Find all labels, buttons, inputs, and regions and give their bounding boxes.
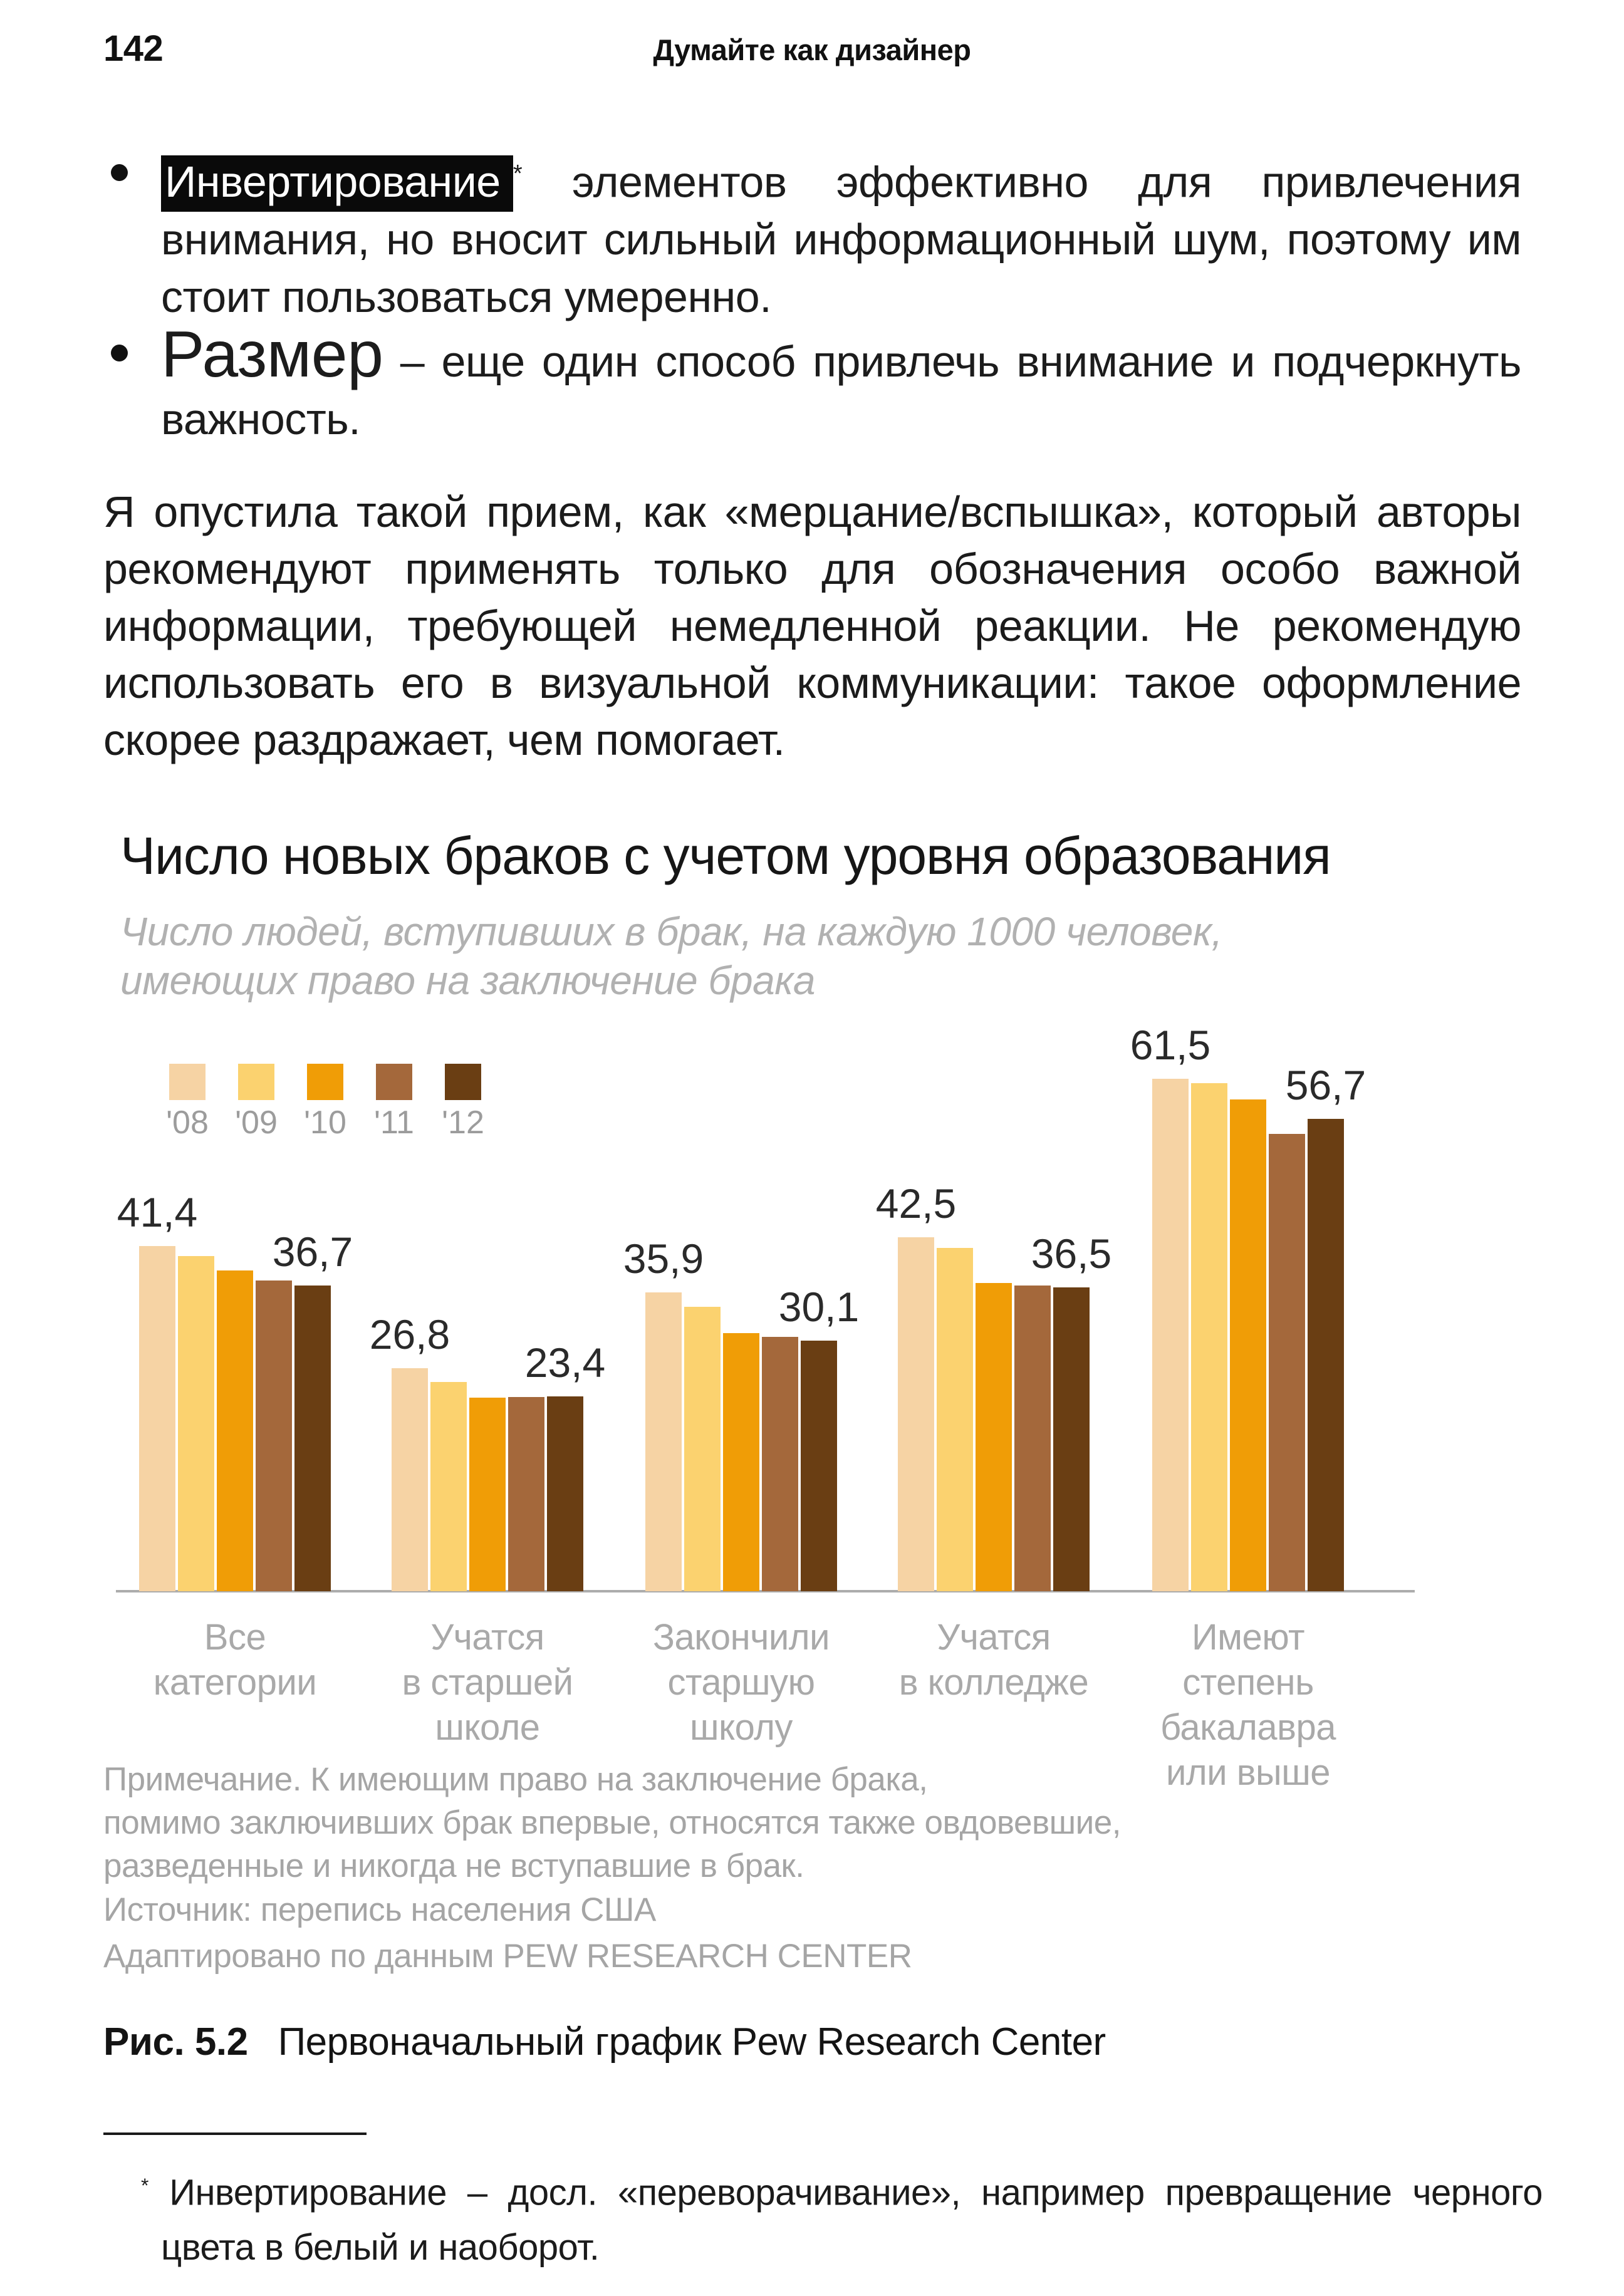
chart-note: Примечание. К имеющим право на заключени… [103,1761,1121,1884]
category-label-4: Имеют степень бакалавра или выше [1160,1617,1336,1793]
bar-value-label: 41,4 [117,1189,198,1235]
category-label-0: Все категории [153,1617,317,1703]
body-paragraph: Я опустила такой прием, как «мерцание/вс… [103,487,1522,764]
bullet-item-size: Размер – еще один способ привлечь вниман… [103,322,1522,448]
legend-label: '11 [374,1104,414,1141]
bar-08-group-4 [1152,1079,1189,1591]
figure-caption-number: Рис. 5.2 [103,2020,248,2064]
bar-value-label: 36,5 [1031,1230,1112,1277]
bar-value-label: 30,1 [778,1284,860,1330]
chart-legend: '08 '09 '10 '11 '12 [103,1064,605,1145]
bar-08-group-3 [898,1237,934,1591]
bar-10-group-2 [723,1333,759,1591]
bullet-marker-icon [111,164,128,181]
bar-10-group-1 [469,1398,506,1591]
legend-label: '08 [166,1104,209,1141]
bar-12-group-4 [1308,1119,1344,1591]
category-label-2: Закончили старшую школу [653,1617,830,1748]
footnote-text: * Инвертирование – досл. «переворачивани… [141,2158,1543,2275]
bar-12-group-2 [801,1341,837,1591]
legend-swatch-11 [376,1064,412,1100]
footnote-reference: * [513,160,523,187]
x-axis-line [116,1590,1415,1592]
bar-12-group-0 [294,1286,331,1591]
size-lead-word: Размер [161,318,383,392]
legend-swatch-10 [307,1064,343,1100]
bullet-list: Инвертирование * элементов эффективно для… [103,145,1522,448]
bar-09-group-0 [178,1256,214,1591]
bar-12-group-3 [1053,1287,1090,1591]
bar-10-group-3 [976,1283,1012,1591]
bar-09-group-2 [684,1307,721,1591]
running-head: Думайте как дизайнер [653,33,971,66]
inverted-highlight: Инвертирование [161,155,513,212]
legend-label: '09 [235,1104,278,1141]
bullet-text: Размер – еще один способ привлечь вниман… [161,322,1522,448]
figure-caption: Рис. 5.2 Первоначальный график Pew Resear… [103,2020,1521,2064]
bar-10-group-4 [1230,1099,1266,1591]
legend-swatch-12 [445,1064,481,1100]
bar-11-group-1 [508,1397,544,1591]
bullet-text: Инвертирование * элементов эффективно для… [161,145,1522,326]
bullet-marker-icon [111,345,128,362]
bar-09-group-3 [937,1248,973,1591]
footnote-body: Инвертирование – досл. «переворачивание»… [148,2172,1543,2268]
category-label-3: Учатся в колледже [898,1617,1089,1703]
bar-10-group-0 [217,1270,253,1591]
bar-chart-plot-area: 41,4 36,7 26,8 23,4 35,9 30,1 42,5 36,5 61,5 56,7 [103,1022,1425,1592]
bar-09-group-4 [1191,1083,1227,1591]
legend-label: '12 [442,1104,484,1141]
legend-label: '10 [304,1104,346,1141]
bar-value-label: 36,7 [272,1229,353,1275]
bar-value-label: 26,8 [369,1311,450,1358]
bar-08-group-2 [645,1292,682,1591]
bar-12-group-1 [547,1396,583,1591]
figure-caption-text: Первоначальный график Pew Research Cente… [278,2020,1106,2064]
legend-swatch-08 [169,1064,206,1100]
footnote-divider [103,2132,367,2135]
bar-value-label: 61,5 [1130,1022,1211,1068]
page-number: 142 [103,28,164,69]
legend-swatch-09 [238,1064,274,1100]
bullet-body-text: – еще один способ привлечь внимание и по… [161,337,1522,444]
bar-11-group-4 [1269,1134,1305,1591]
bar-11-group-0 [256,1280,292,1591]
chart-title: Число новых браков с учетом уровня образ… [120,826,1331,885]
bar-value-label: 35,9 [623,1235,704,1282]
bullet-item-inversion: Инвертирование * элементов эффективно для… [103,145,1522,326]
bar-value-label: 56,7 [1285,1062,1366,1108]
bar-value-label: 42,5 [875,1180,957,1227]
bar-11-group-2 [762,1337,798,1591]
footnote-marker: * [141,2174,149,2196]
bar-09-group-1 [430,1382,467,1591]
chart-source: Источник: перепись населения США [103,1891,656,1928]
bar-08-group-0 [139,1246,175,1591]
category-label-1: Учатся в старшей школе [402,1617,573,1748]
bar-08-group-1 [392,1368,428,1591]
bar-value-label: 23,4 [524,1339,606,1386]
chart-adapted-from: Адаптировано по данным PEW RESEARCH CENT… [103,1938,912,1975]
chart-subtitle: Число людей, вступивших в брак, на кажду… [120,909,1222,1003]
bar-11-group-3 [1014,1286,1051,1591]
bullet-body-text: элементов эффективно для привлечения вни… [161,157,1522,322]
